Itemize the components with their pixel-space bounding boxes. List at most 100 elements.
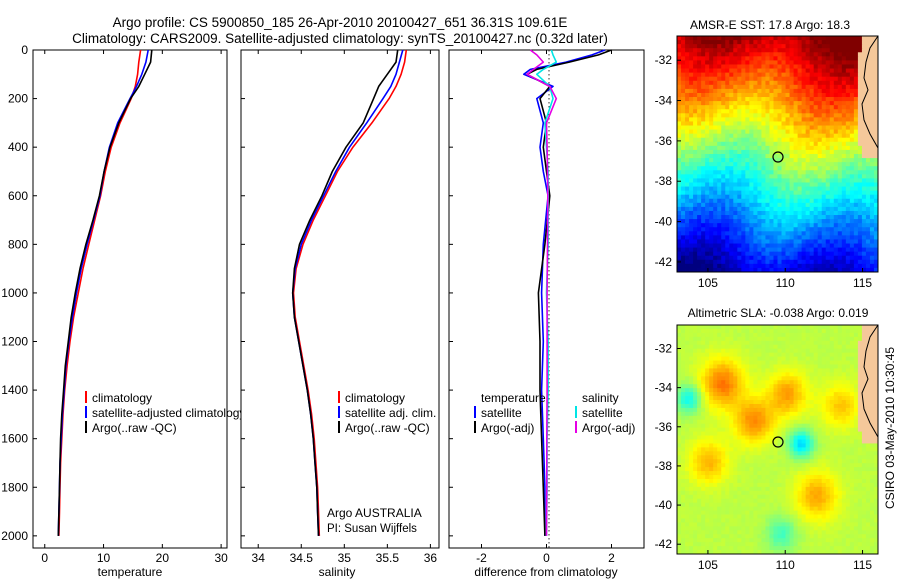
heatmap-cell [721, 198, 726, 204]
heatmap-cell [857, 129, 863, 135]
heatmap-cell [869, 198, 875, 204]
heatmap-cell [865, 467, 871, 472]
heatmap-cell [729, 427, 734, 433]
heatmap-cell [733, 125, 738, 130]
heatmap-cell [753, 149, 758, 155]
heatmap-cell [765, 356, 770, 361]
heatmap-cell [745, 463, 750, 468]
heatmap-cell [785, 129, 790, 135]
heatmap-cell [717, 194, 722, 200]
x-tick-label: 20 [156, 551, 170, 565]
heatmap-cell [825, 48, 831, 53]
heatmap-cell [725, 141, 730, 147]
heatmap-cell [789, 368, 794, 373]
heatmap-cell [677, 48, 682, 53]
heatmap-cell [781, 443, 786, 448]
heatmap-cell [757, 101, 762, 106]
heatmap-cell [773, 348, 778, 354]
heatmap-cell [817, 48, 823, 53]
heatmap-cell [765, 235, 770, 240]
heatmap-cell [829, 52, 835, 57]
heatmap-cell [729, 247, 734, 253]
heatmap-cell [789, 101, 794, 106]
heatmap-cell [737, 376, 742, 381]
heatmap-cell [741, 125, 746, 130]
heatmap-cell [829, 72, 835, 78]
heatmap-cell [861, 332, 867, 338]
heatmap-cell [857, 186, 863, 192]
heatmap-cell [741, 68, 746, 74]
heatmap-cell [809, 360, 815, 365]
heatmap-cell [685, 215, 690, 220]
heatmap-cell [773, 352, 778, 357]
heatmap-cell [865, 372, 871, 377]
heatmap-cell [681, 447, 686, 452]
heatmap-cell [737, 459, 742, 464]
heatmap-cell [785, 455, 790, 460]
heatmap-cell [841, 259, 847, 265]
heatmap-cell [793, 219, 798, 224]
heatmap-cell [797, 44, 803, 49]
heatmap-cell [829, 76, 835, 82]
heatmap-cell [689, 223, 694, 228]
heatmap-cell [861, 202, 867, 208]
heatmap-cell [845, 198, 851, 204]
heatmap-cell [757, 247, 762, 253]
heatmap-cell [837, 186, 843, 192]
heatmap-cell [729, 419, 734, 425]
heatmap-cell [705, 113, 710, 118]
heatmap-cell [757, 109, 762, 114]
heatmap-cell [833, 392, 839, 397]
heatmap-cell [737, 210, 742, 216]
heatmap-cell [725, 340, 730, 346]
heatmap-cell [753, 101, 758, 106]
heatmap-cell [689, 435, 694, 440]
heatmap-cell [741, 210, 746, 216]
heatmap-cell [849, 431, 855, 436]
heatmap-cell [721, 364, 726, 369]
heatmap-cell [813, 190, 819, 196]
heatmap-cell [773, 56, 778, 61]
heatmap-cell [753, 76, 758, 82]
heatmap-cell [765, 162, 770, 167]
heatmap-cell [845, 190, 851, 196]
heatmap-cell [769, 109, 774, 114]
heatmap-cell [713, 36, 718, 41]
heatmap-cell [861, 162, 867, 167]
heatmap-cell [805, 194, 811, 200]
y-tick-label: 0 [21, 43, 28, 57]
heatmap-cell [853, 403, 859, 409]
heatmap-cell [697, 149, 702, 155]
heatmap-cell [873, 235, 879, 240]
heatmap-cell [821, 459, 827, 464]
heatmap-cell [777, 235, 782, 240]
heatmap-cell [749, 129, 754, 135]
heatmap-cell [829, 109, 835, 114]
heatmap-cell [725, 210, 730, 216]
heatmap-cell [861, 194, 867, 200]
heatmap-cell [677, 141, 682, 147]
heatmap-cell [713, 56, 718, 61]
heatmap-cell [729, 149, 734, 155]
heatmap-cell [817, 364, 823, 369]
heatmap-cell [857, 133, 863, 139]
heatmap-cell [761, 332, 766, 338]
heatmap-cell [681, 137, 686, 143]
heatmap-cell [681, 388, 686, 393]
heatmap-cell [689, 60, 694, 65]
heatmap-cell [757, 149, 762, 155]
heatmap-cell [749, 239, 754, 244]
heatmap-cell [737, 174, 742, 179]
heatmap-cell [833, 352, 839, 357]
heatmap-cell [701, 431, 706, 436]
heatmap-cell [849, 463, 855, 468]
heatmap-cell [805, 80, 811, 86]
heatmap-cell [841, 223, 847, 228]
heatmap-cell [713, 336, 718, 342]
heatmap-cell [781, 149, 786, 155]
heatmap-cell [777, 403, 782, 409]
heatmap-cell [785, 145, 790, 151]
heatmap-cell [849, 336, 855, 342]
heatmap-cell [701, 340, 706, 346]
heatmap-cell [713, 427, 718, 433]
